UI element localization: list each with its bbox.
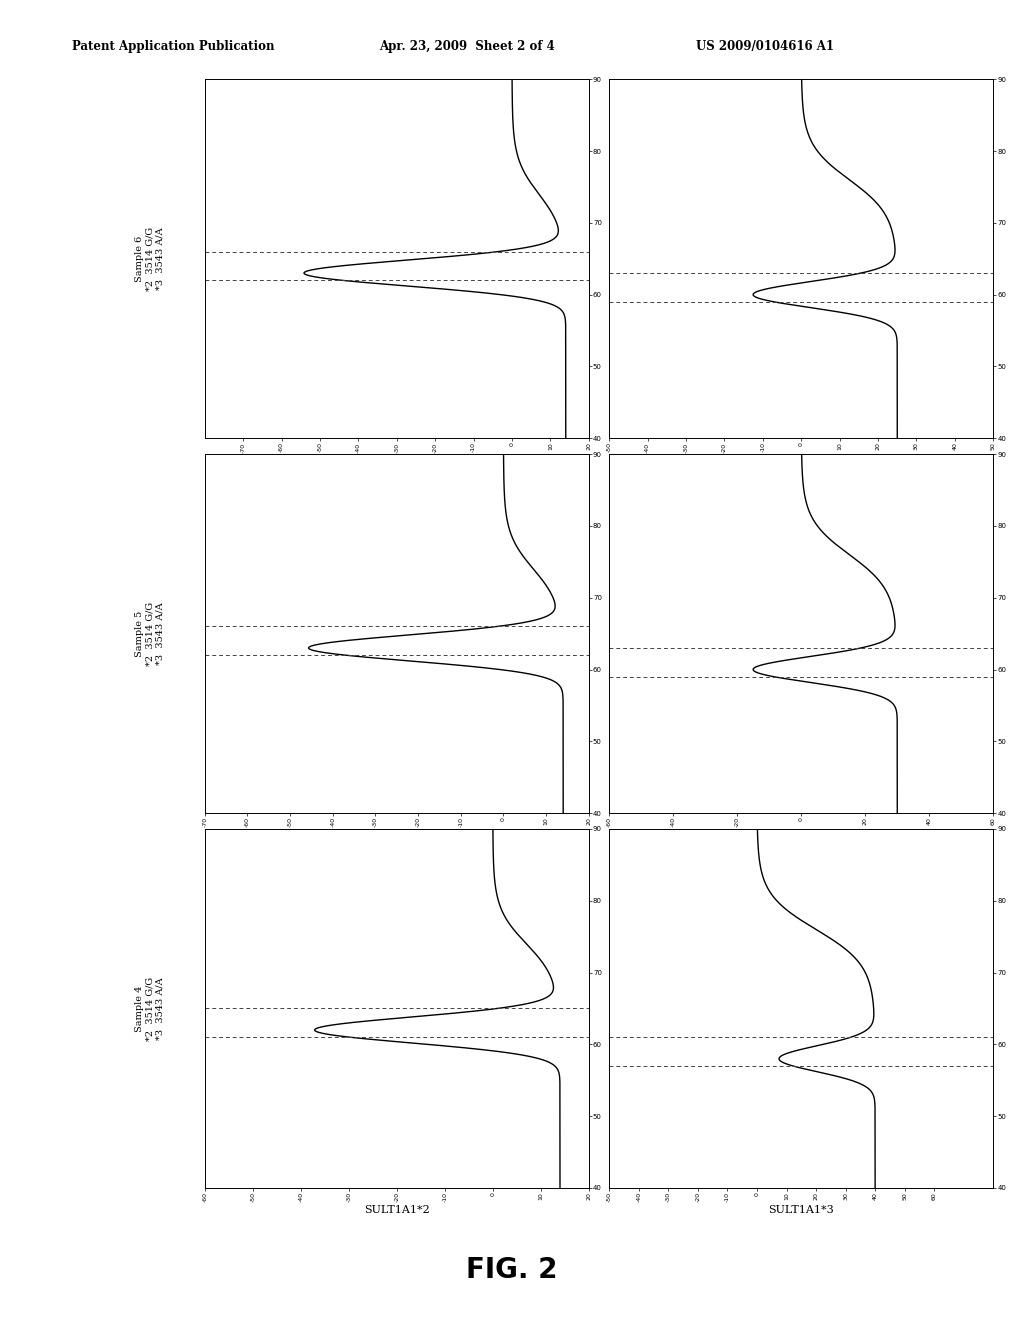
Text: FIG. 2: FIG. 2	[466, 1255, 558, 1284]
Text: SULT1A1*2: SULT1A1*2	[364, 1205, 430, 1214]
Text: US 2009/0104616 A1: US 2009/0104616 A1	[696, 40, 835, 53]
Text: Sample 6
*2  3514 G/G
*3  3543 A/A: Sample 6 *2 3514 G/G *3 3543 A/A	[134, 227, 165, 290]
Text: Apr. 23, 2009  Sheet 2 of 4: Apr. 23, 2009 Sheet 2 of 4	[379, 40, 555, 53]
Text: SULT1A1*3: SULT1A1*3	[768, 1205, 835, 1214]
Text: Sample 5
*2  3514 G/G
*3  3543 A/A: Sample 5 *2 3514 G/G *3 3543 A/A	[134, 602, 165, 665]
Text: Sample 4
*2  3514 G/G
*3  3543 A/A: Sample 4 *2 3514 G/G *3 3543 A/A	[134, 977, 165, 1040]
Text: Patent Application Publication: Patent Application Publication	[72, 40, 274, 53]
